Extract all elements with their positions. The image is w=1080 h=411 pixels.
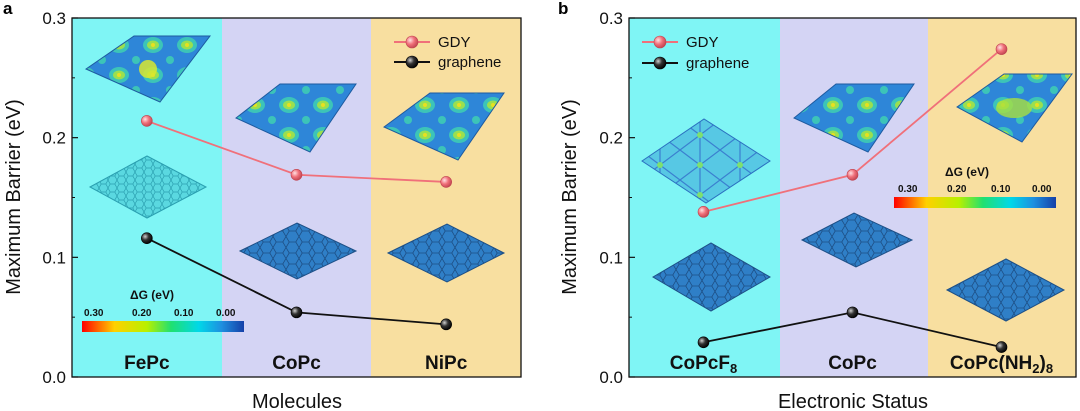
panel-a-colorbar-tick: 0.10 (174, 308, 194, 319)
panel-b-gdy-inset-copcnh2 (956, 73, 1073, 143)
panel-a-region-copc (222, 18, 371, 377)
panel-a-legend: GDY graphene (394, 34, 501, 71)
data-point-graphene (440, 318, 452, 331)
data-point-GDY (846, 168, 859, 181)
panel-a-legend-gdy-marker (405, 35, 419, 49)
data-point-graphene (995, 341, 1008, 353)
panel-a-colorbar-tick: 0.00 (216, 308, 236, 319)
data-point-graphene (290, 306, 303, 319)
panel-b-colorbar-tick: 0.10 (991, 184, 1011, 195)
panel-b-legend-gdy-label: GDY (686, 34, 719, 51)
y-tick-label: 0.2 (599, 129, 623, 148)
category-label: NiPc (425, 353, 468, 374)
panel-a-series (141, 115, 452, 331)
panel-b-series (697, 43, 1008, 353)
data-point-GDY (440, 176, 452, 188)
panel-a-legend-gdy-label: GDY (438, 34, 471, 51)
panel-a-gdy-inset-copc (235, 83, 357, 153)
data-point-GDY (697, 206, 710, 218)
panel-b-graphene-inset-copc (800, 212, 914, 268)
panel-a-y-axis-title: Maximum Barrier (eV) (3, 99, 25, 295)
panel-b-colorbar-title: ΔG (eV) (945, 165, 989, 179)
panel-b: b ΔG (eV) 0.30 0.20 0.10 0.00 0.00.10.20… (558, 0, 1077, 411)
panel-b-legend-gdy-marker (653, 35, 667, 49)
panel-a-y-axis: 0.0 0.1 0.2 0.3 (42, 9, 78, 387)
y-tick-label: 0.0 (599, 368, 623, 387)
panel-b-colorbar-tick: 0.20 (947, 184, 967, 195)
panel-b-gdy-inset-copcf8 (641, 118, 771, 204)
data-point-graphene (697, 336, 710, 349)
category-label: CoPcF8 (670, 353, 737, 376)
panel-a-region-nipc (371, 18, 521, 377)
data-point-GDY (995, 43, 1008, 55)
panel-b-graphene-inset-copcf8 (652, 242, 772, 312)
y-tick-label: 0.1 (42, 248, 66, 267)
y-tick-label: 0.3 (42, 9, 66, 28)
panel-a-colorbar-tick: 0.20 (132, 308, 152, 319)
category-label: FePc (124, 353, 170, 374)
panel-b-gdy-inset-copc (793, 83, 915, 153)
panel-a-legend-graphene-label: graphene (438, 54, 501, 71)
panel-b-legend-graphene-label: graphene (686, 55, 749, 72)
panel-a-graphene-inset-fepc (88, 155, 208, 219)
panel-a-graphene-inset-copc (238, 222, 358, 280)
panel-a-colorbar: ΔG (eV) 0.30 0.20 0.10 0.00 (82, 288, 244, 332)
y-tick-label: 0.0 (42, 368, 66, 387)
panel-b-colorbar-tick: 0.30 (898, 184, 918, 195)
category-label: CoPc (272, 353, 321, 374)
panel-b-colorbar-gradient (894, 197, 1056, 208)
data-point-graphene (141, 232, 153, 244)
panel-b-legend: GDY graphene (642, 34, 749, 72)
data-point-GDY (141, 115, 153, 127)
panel-a-graphene-inset-nipc (386, 223, 506, 283)
panel-b-legend-graphene-marker (653, 56, 667, 70)
panel-b-x-axis-title: Electronic Status (778, 391, 928, 411)
data-point-GDY (290, 168, 303, 181)
panel-a-gdy-inset-nipc (383, 92, 505, 161)
panel-a-gdy-inset-fepc (84, 35, 212, 103)
category-label: CoPc (828, 353, 877, 374)
data-point-graphene (846, 306, 859, 319)
panel-b-category-labels: CoPcF8 CoPc CoPc(NH2)8 (670, 353, 1053, 376)
panel-a-legend-graphene-marker (405, 55, 419, 69)
y-tick-label: 0.2 (42, 129, 66, 148)
panel-b-y-axis-title: Maximum Barrier (eV) (559, 99, 581, 295)
panel-a-colorbar-gradient (82, 321, 244, 332)
panel-b-colorbar: ΔG (eV) 0.30 0.20 0.10 0.00 (894, 165, 1056, 208)
y-tick-label: 0.3 (599, 9, 623, 28)
watermark: 大数跨境 (10, 390, 70, 408)
panel-b-colorbar-tick: 0.00 (1032, 184, 1052, 195)
panel-a-category-labels: FePc CoPc NiPc (124, 353, 468, 374)
panel-b-y-axis: 0.0 0.1 0.2 0.3 (599, 9, 635, 387)
panel-a: a ΔG (eV) 0.30 0.20 0.10 0.00 (3, 0, 522, 411)
panel-a-colorbar-title: ΔG (eV) (130, 288, 174, 302)
panel-a-colorbar-tick: 0.30 (84, 308, 104, 319)
category-label: CoPc(NH2)8 (950, 353, 1053, 376)
y-tick-label: 0.1 (599, 248, 623, 267)
panel-b-letter: b (558, 0, 568, 18)
panel-b-graphene-inset-copcnh2 (945, 258, 1066, 322)
panel-a-x-axis-title: Molecules (252, 391, 342, 411)
panel-a-letter: a (3, 0, 13, 18)
